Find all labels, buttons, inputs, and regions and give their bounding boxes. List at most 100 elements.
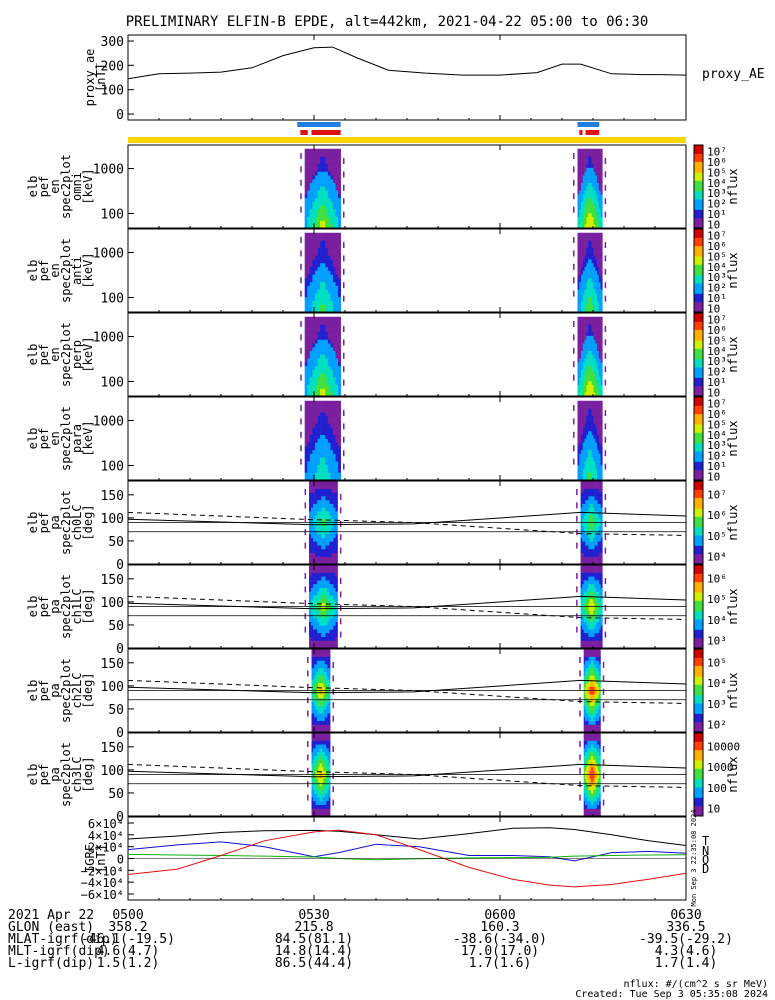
omni-heat-cell [322,178,326,184]
ch1LC-heat-cell [596,580,598,585]
omni-heat-cell [320,160,323,165]
omni-heat-cell [586,190,589,195]
ch2LC-colorbar-cell [694,653,703,656]
perp-heat-cell [584,328,587,333]
perp-heat-cell [582,373,585,378]
para-heat-cell [586,453,589,458]
perp-heat-cell [584,373,587,378]
anti-heat-cell [593,232,596,237]
ch0LC-heat-cell [313,507,316,512]
para-heat-cell [322,446,326,451]
ch1LC-heat-cell [325,598,328,604]
anti-heat-cell [317,255,321,260]
ch2LC-heat-cell [311,705,314,710]
anti-heat-cell [320,244,323,249]
omni-heat-cell [325,178,329,184]
para-heat-cell [582,415,585,420]
ch1LC-heat-cell [582,621,584,626]
ch0LC-heat-cell [597,545,600,550]
ch0LC-heat-cell [309,556,312,561]
perp-heat-cell [591,380,594,385]
omni-heat-cell [325,224,329,229]
para-heat-cell [325,472,329,477]
ch1LC-heat-cell [585,636,588,641]
omni-heat-cell [335,175,339,180]
para-heat-cell [304,446,308,451]
ch1LC-heat-cell [580,576,583,581]
omni-heat-cell [335,205,339,210]
ch0LC-heat-cell [600,518,603,523]
ch2LC-heat-cell [328,701,331,706]
perp-heat-cell [314,362,318,367]
anti-heat-cell [312,296,316,301]
ch0LC-heat-cell [333,511,336,516]
ch2LC-heat-cell [311,649,314,654]
perp-heat-cell [579,339,582,344]
ch0LC-heat-cell [600,545,603,550]
ch2LC-colorbar-cell [694,729,703,733]
ch0LC-heat-cell [586,552,589,557]
ch1LC-heat-cell [599,583,602,588]
perp-heat-cell [589,362,592,367]
para-heat-cell [596,457,600,462]
anti-heat-cell [325,259,329,264]
para-heat-cell [322,400,326,405]
para-colorbar-cell [694,473,703,477]
perp-heat-cell [314,350,318,355]
figure-title: PRELIMINARY ELFIN-B EPDE, alt=442km, 202… [126,14,649,30]
para-heat-cell [338,446,341,451]
ch1LC-heat-cell [586,602,589,607]
omni-heat-cell [588,148,591,153]
para-heat-cell [581,453,584,458]
ch2LC-heat-cell [593,720,595,725]
perp-heat-cell [579,377,582,382]
perp-heat-cell [332,346,336,352]
anti-heat-cell [579,270,582,275]
perp-heat-cell [582,365,585,370]
perp-heat-cell [595,354,598,359]
anti-colorbar-cell [694,309,703,313]
ch1LC-heat-cell [325,632,328,637]
omni-heat-cell [584,178,587,184]
omni-heat-cell [577,182,580,187]
perp-heat-cell [591,384,594,389]
ch2LC-heat-cell [318,664,320,669]
omni-heat-cell [338,190,341,195]
ch1LC-heat-cell [319,587,322,592]
para-heat-cell [593,468,596,473]
ch1LC-heat-cell [335,625,338,630]
ch2LC-colorbar-tick: 10² [707,719,727,732]
ch0LC-heat-cell [309,499,312,504]
perp-colorbar-cell [694,342,703,345]
para-ylabel: elb [26,428,40,450]
ch0LC-colorbar-cell [694,532,703,536]
anti-heat-cell [335,278,339,283]
ch1LC-heat-cell [331,602,334,607]
anti-heat-cell [598,259,601,264]
ch2LC-heat-cell [322,679,324,684]
omni-heat-cell [325,182,329,187]
ch2LC-heat-cell [328,694,331,699]
para-heat-cell [338,464,341,469]
ch2LC-colorbar-cell [694,707,703,710]
para-heat-cell [322,457,326,462]
perp-heat-cell [314,369,318,374]
omni-colorbar-cell [694,192,703,196]
perp-heat-cell [591,354,594,359]
anti-colorbar-cell [694,266,703,269]
para-heat-cell [330,449,334,454]
perp-heat-cell [338,354,341,359]
para-heat-cell [593,438,596,443]
ch0LC-heat-cell [600,552,603,557]
anti-heat-cell [581,274,584,279]
perp-heat-cell [322,377,326,382]
omni-heat-cell [581,171,584,176]
omni-heat-cell [595,152,598,157]
omni-heat-cell [584,224,587,229]
omni-colorbar-cell [694,153,703,156]
ch2LC-heat-cell [324,649,327,654]
ch1LC-heat-cell [594,606,597,611]
perp-heat-cell [332,354,336,359]
omni-heat-cell [325,201,329,206]
perp-heat-cell [317,346,321,352]
